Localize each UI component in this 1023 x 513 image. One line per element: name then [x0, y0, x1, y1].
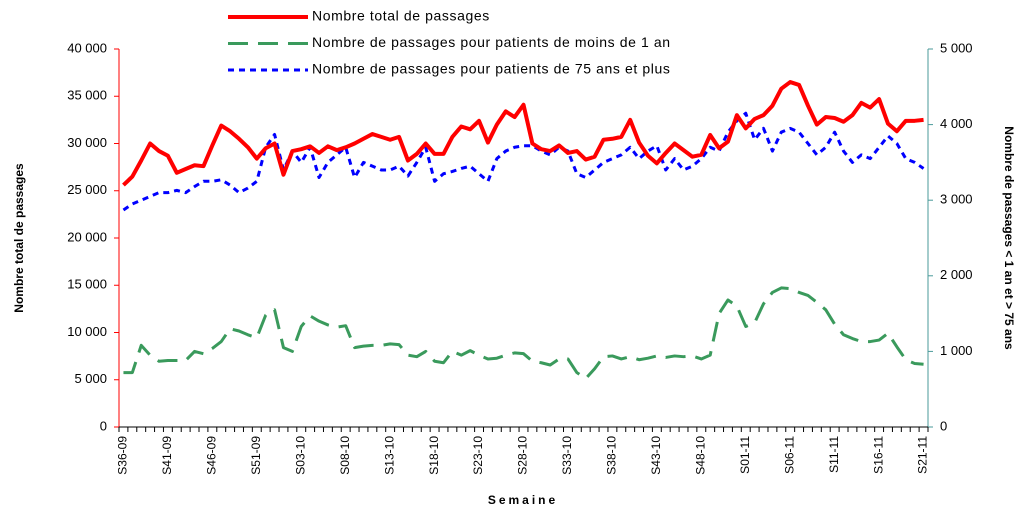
y-tick-label: 20 000: [67, 229, 107, 244]
x-tick-label: S51-09: [249, 436, 263, 475]
y2-tick-label: 2 000: [940, 267, 973, 282]
y2-tick-label: 4 000: [940, 116, 973, 131]
y-tick-label: 10 000: [67, 324, 107, 339]
x-tick-label: S23-10: [471, 436, 485, 475]
x-tick-label: S16-11: [871, 436, 885, 474]
x-tick-label: S13-10: [382, 436, 396, 475]
legend-label: Nombre total de passages: [312, 8, 490, 24]
y2-tick-label: 1 000: [940, 343, 973, 358]
x-tick-label: S38-10: [605, 436, 619, 475]
series-line: [123, 286, 924, 381]
y2-tick-label: 3 000: [940, 192, 973, 207]
x-tick-label: S33-10: [560, 436, 574, 475]
y-tick-label: 30 000: [67, 135, 107, 150]
legend-label: Nombre de passages pour patients de moin…: [312, 34, 671, 50]
y-axis-title: Nombre total de passages: [12, 163, 26, 313]
y2-tick-label: 5 000: [940, 40, 973, 55]
x-tick-label: S36-09: [116, 436, 130, 475]
y-tick-label: 15 000: [67, 277, 107, 292]
x-tick-label: S11-11: [827, 436, 841, 473]
y2-tick-label: 0: [940, 418, 947, 433]
x-tick-label: S43-10: [649, 436, 663, 475]
y-tick-label: 40 000: [67, 40, 107, 55]
y2-axis-title: Nombre de passages < 1 an et > 75 ans: [1002, 126, 1016, 350]
x-tick-label: S18-10: [427, 436, 441, 475]
y-tick-label: 0: [100, 418, 107, 433]
x-tick-label: S21-11: [916, 436, 930, 474]
x-tick-label: S01-11: [738, 436, 752, 474]
x-tick-label: S41-09: [160, 436, 174, 475]
x-tick-label: S28-10: [516, 436, 530, 475]
y-tick-label: 35 000: [67, 88, 107, 103]
legend-label: Nombre de passages pour patients de 75 a…: [312, 61, 670, 77]
x-tick-label: S06-11: [782, 436, 796, 474]
y-tick-label: 5 000: [74, 371, 107, 386]
x-tick-label: S48-10: [693, 436, 707, 475]
series-line: [122, 111, 925, 212]
x-tick-label: S08-10: [338, 436, 352, 475]
y-tick-label: 25 000: [67, 182, 107, 197]
x-tick-label: S46-09: [205, 436, 219, 475]
series-line: [122, 80, 924, 187]
x-tick-label: S03-10: [293, 436, 307, 475]
x-axis-title: Semaine: [488, 493, 558, 507]
